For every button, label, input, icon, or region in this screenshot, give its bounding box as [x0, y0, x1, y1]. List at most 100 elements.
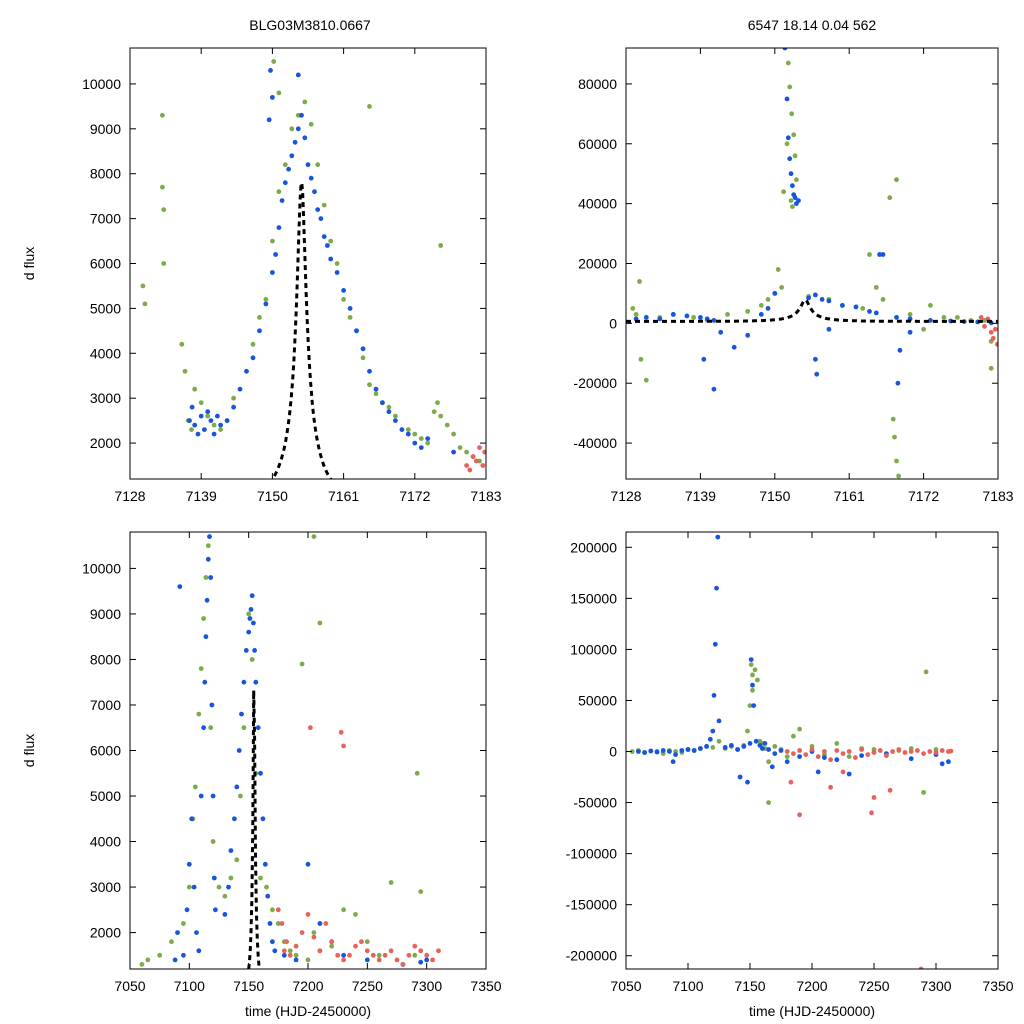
data-point-blue [745, 332, 751, 338]
model-fit-curve [270, 182, 333, 479]
data-point-blue [813, 356, 818, 362]
data-point-green [367, 382, 372, 388]
data-point-green [341, 297, 346, 302]
data-point-blue [208, 418, 214, 423]
data-point-blue [718, 329, 724, 335]
data-point-green [867, 252, 872, 257]
data-point-green [788, 198, 794, 204]
data-point-green [140, 283, 146, 289]
x-tick-label: 7172 [908, 488, 939, 504]
y-tick-label: 9000 [90, 606, 121, 622]
data-point-green [630, 306, 636, 311]
data-point-blue [224, 418, 230, 423]
figure-title-left: BLG03M3810.0667 [249, 17, 371, 33]
x-tick-label: 7100 [174, 978, 205, 994]
panel-zoom-full-range: 7128 7139 7150 7161 7172 7183 -40000 -20000 0 200… [573, 47, 1014, 504]
data-point-blue [797, 754, 802, 759]
data-point-red [376, 957, 382, 963]
data-point-blue [716, 718, 722, 724]
data-point-blue [762, 741, 768, 746]
data-point-green [988, 365, 994, 371]
data-point-green [270, 907, 275, 913]
data-point-blue [707, 736, 713, 742]
y-tick-label: 3000 [90, 390, 121, 406]
data-point-green [289, 126, 295, 132]
data-point-blue [751, 703, 757, 708]
data-point-blue [218, 422, 224, 428]
y-tick-label: 6000 [90, 256, 121, 272]
data-point-green [388, 880, 394, 885]
data-point-red [815, 754, 821, 759]
data-point-green [311, 930, 317, 935]
data-point-red [788, 779, 794, 785]
data-point-red [341, 957, 346, 963]
data-point-green [203, 575, 209, 580]
y-tick-label: 10000 [82, 76, 121, 92]
series-red [464, 445, 486, 473]
data-point-red [400, 962, 406, 967]
data-point-green [341, 907, 346, 913]
data-point-blue [787, 156, 793, 162]
data-point-blue [184, 907, 190, 913]
data-point-red [436, 948, 441, 954]
data-point-red [797, 748, 802, 753]
data-point-blue [248, 607, 254, 612]
data-point-blue [691, 748, 697, 753]
data-point-blue [203, 634, 209, 640]
data-point-green [633, 312, 639, 317]
data-point-blue [247, 616, 253, 621]
data-point-green [643, 377, 649, 383]
data-point-blue [273, 252, 278, 257]
y-tick-label: -150000 [566, 897, 618, 913]
data-point-blue [648, 748, 654, 754]
data-point-green [157, 952, 163, 958]
series-blue [187, 68, 456, 455]
data-point-blue [772, 291, 778, 296]
data-point-blue [814, 371, 820, 377]
data-point-blue [853, 304, 859, 310]
data-point-green [772, 744, 778, 749]
y-tick-label: -40000 [573, 435, 617, 451]
data-point-green [766, 759, 771, 765]
series-red [784, 747, 954, 969]
data-point-blue [237, 386, 243, 392]
data-point-blue [897, 347, 903, 353]
data-point-red [477, 445, 482, 450]
data-point-blue [822, 755, 827, 760]
data-point-blue [840, 303, 845, 308]
data-point-red [840, 769, 846, 775]
data-point-red [871, 795, 877, 800]
series-green [139, 534, 430, 967]
data-point-green [192, 784, 198, 790]
data-point-blue [826, 326, 832, 332]
data-point-green [201, 616, 207, 621]
data-point-red [329, 939, 335, 945]
y-axis-label: d flux [21, 247, 37, 280]
data-point-green [238, 793, 243, 799]
plot-area [626, 48, 998, 479]
data-point-red [287, 952, 293, 958]
y-tick-label: 100000 [570, 641, 617, 657]
data-point-green [921, 790, 926, 795]
plot-area [139, 534, 441, 969]
data-point-green [258, 875, 263, 881]
data-point-blue [268, 68, 273, 73]
data-point-red [887, 787, 893, 793]
data-point-blue [784, 96, 790, 102]
data-point-green [791, 733, 796, 739]
y-tick-label: 20000 [578, 256, 617, 272]
data-point-blue [399, 427, 405, 432]
data-point-blue [299, 112, 304, 118]
x-tick-label: 7250 [352, 978, 383, 994]
data-point-blue [270, 270, 275, 275]
data-point-red [338, 729, 344, 735]
data-point-green [250, 341, 256, 347]
data-point-red [865, 752, 871, 757]
data-point-red [822, 749, 827, 754]
x-tick-label: 7350 [982, 978, 1013, 994]
data-point-green [451, 431, 456, 437]
x-axis-label: time (HJD-2450000) [245, 1003, 371, 1019]
data-point-blue [286, 166, 291, 172]
data-point-red [305, 912, 311, 917]
data-point-blue [880, 252, 886, 257]
